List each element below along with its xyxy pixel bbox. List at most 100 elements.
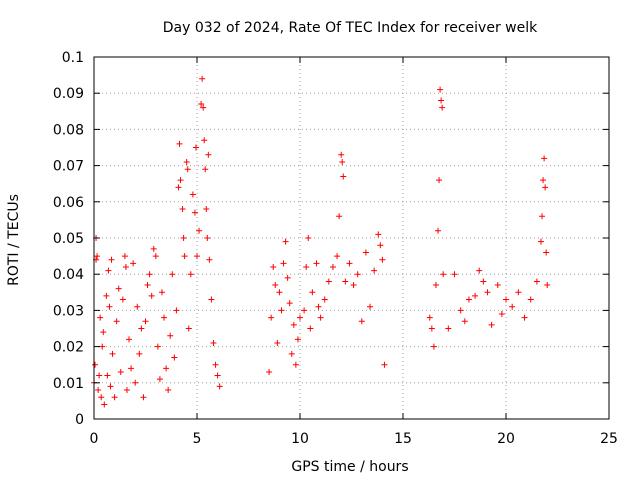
- data-point: [192, 144, 199, 151]
- data-point: [303, 263, 310, 270]
- data-point: [138, 325, 145, 332]
- data-point: [117, 368, 124, 375]
- y-tick-label: 0: [75, 412, 84, 428]
- data-point: [156, 376, 163, 383]
- data-point: [203, 206, 210, 213]
- data-point: [309, 289, 316, 296]
- data-point: [284, 274, 291, 281]
- data-point: [132, 379, 139, 386]
- data-point: [101, 401, 108, 408]
- data-point: [451, 271, 458, 278]
- data-point: [98, 394, 105, 401]
- data-point: [494, 282, 501, 289]
- data-point: [212, 361, 219, 368]
- data-point: [338, 151, 345, 158]
- data-point: [436, 177, 443, 184]
- data-point: [336, 213, 343, 220]
- data-point: [123, 387, 130, 394]
- data-points: [91, 75, 551, 408]
- x-axis-label: GPS time / hours: [291, 459, 408, 475]
- data-point: [362, 249, 369, 256]
- data-point: [104, 372, 111, 379]
- data-point: [472, 292, 479, 299]
- y-tick-label: 0.09: [53, 86, 84, 102]
- data-point: [176, 140, 183, 147]
- y-tick-label: 0.05: [53, 231, 84, 247]
- data-point: [430, 343, 437, 350]
- data-point: [134, 303, 141, 310]
- data-point: [108, 256, 115, 263]
- data-point: [315, 303, 322, 310]
- data-point: [294, 336, 301, 343]
- y-tick-label: 0.01: [53, 376, 84, 392]
- data-point: [461, 318, 468, 325]
- data-point: [181, 253, 188, 260]
- data-point: [437, 86, 444, 93]
- data-point: [377, 242, 384, 249]
- data-point: [205, 151, 212, 158]
- data-point: [272, 282, 279, 289]
- data-point: [111, 394, 118, 401]
- data-point: [92, 361, 99, 368]
- data-point: [128, 365, 135, 372]
- data-point: [191, 209, 198, 216]
- data-point: [440, 271, 447, 278]
- data-point: [126, 336, 133, 343]
- y-tick-label: 0.03: [53, 303, 84, 319]
- data-point: [161, 314, 168, 321]
- data-point: [103, 292, 110, 299]
- y-tick-label: 0.06: [53, 195, 84, 211]
- data-point: [325, 278, 332, 285]
- data-point: [144, 282, 151, 289]
- data-point: [194, 253, 200, 260]
- data-point: [488, 321, 495, 328]
- x-tick-label: 20: [497, 431, 515, 447]
- data-point: [142, 318, 149, 325]
- data-point: [371, 267, 378, 274]
- data-point: [184, 166, 191, 173]
- data-point: [121, 253, 128, 260]
- data-point: [169, 271, 176, 278]
- data-point: [202, 166, 209, 173]
- data-point: [527, 296, 534, 303]
- data-point: [286, 300, 293, 307]
- data-point: [204, 235, 211, 241]
- data-point: [282, 238, 289, 245]
- data-point: [274, 339, 281, 346]
- data-point: [301, 307, 308, 314]
- data-point: [109, 350, 116, 357]
- data-point: [201, 137, 208, 144]
- data-point: [146, 271, 153, 278]
- data-point: [173, 307, 180, 314]
- data-point: [340, 173, 347, 180]
- data-point: [187, 271, 194, 278]
- x-tick-label: 0: [90, 431, 99, 447]
- data-point: [177, 177, 184, 184]
- grid-lines: [94, 57, 609, 419]
- data-point: [480, 278, 487, 285]
- data-point: [113, 318, 120, 325]
- data-point: [99, 343, 106, 350]
- data-point: [266, 368, 273, 375]
- data-point: [381, 361, 388, 368]
- data-point: [214, 372, 221, 379]
- data-point: [426, 314, 433, 321]
- data-point: [342, 278, 349, 285]
- data-point: [148, 292, 155, 299]
- data-point: [278, 307, 285, 314]
- data-point: [354, 271, 361, 278]
- data-point: [268, 314, 275, 321]
- data-point: [367, 303, 374, 310]
- data-point: [533, 278, 540, 285]
- data-point: [543, 249, 550, 256]
- data-point: [154, 343, 161, 350]
- y-axis-label: ROTI / TECUs: [6, 194, 22, 286]
- data-point: [307, 325, 314, 332]
- x-tick-label: 15: [394, 431, 412, 447]
- data-point: [539, 213, 546, 220]
- y-tick-label: 0.02: [53, 340, 84, 356]
- plot-frame: [93, 56, 610, 420]
- data-point: [216, 383, 223, 390]
- data-point: [198, 101, 205, 108]
